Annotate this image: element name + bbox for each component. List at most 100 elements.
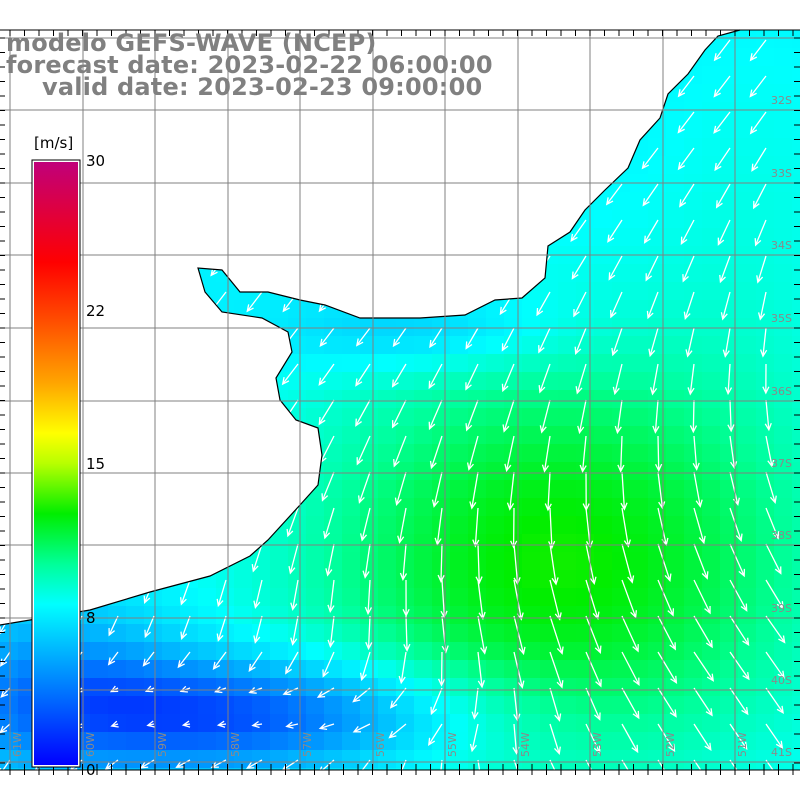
wind-cell — [720, 588, 738, 606]
wind-cell — [486, 480, 504, 498]
wind-arrow — [102, 399, 119, 421]
wind-cell — [360, 300, 378, 318]
wind-cell — [216, 606, 234, 624]
wind-cell — [270, 480, 288, 498]
wind-arrow — [571, 255, 587, 280]
wind-cell — [522, 552, 540, 570]
wind-cell — [0, 768, 18, 770]
wind-arrow — [501, 327, 515, 352]
wind-cell — [198, 282, 216, 300]
wind-cell — [108, 282, 126, 300]
wind-cell — [720, 750, 738, 768]
wind-cell — [378, 156, 396, 174]
wind-cell — [450, 318, 468, 336]
wind-arrow — [729, 723, 748, 750]
wind-cell — [0, 552, 18, 570]
wind-cell — [216, 336, 234, 354]
wind-cell — [378, 372, 396, 390]
wind-cell — [234, 120, 252, 138]
wind-cell — [198, 138, 216, 156]
wind-cell — [396, 624, 414, 642]
wind-arrow — [751, 147, 767, 172]
wind-cell — [468, 318, 486, 336]
wind-cell — [612, 732, 630, 750]
wind-cell — [144, 534, 162, 552]
wind-arrow — [174, 291, 191, 313]
wind-cell — [504, 696, 522, 714]
lon-label: 52W — [664, 732, 677, 757]
wind-cell — [738, 282, 756, 300]
wind-cell — [126, 372, 144, 390]
wind-arrow — [215, 543, 227, 571]
wind-cell — [774, 264, 792, 282]
wind-cell — [702, 534, 720, 552]
wind-cell — [756, 120, 774, 138]
wind-cell — [414, 120, 432, 138]
wind-cell — [342, 390, 360, 408]
wind-cell — [486, 552, 504, 570]
wind-cell — [234, 318, 252, 336]
wind-cell — [288, 300, 306, 318]
wind-cell — [180, 372, 198, 390]
wind-cell — [144, 678, 162, 696]
wind-arrow — [139, 759, 155, 769]
wind-cell — [360, 768, 378, 770]
wind-cell — [270, 156, 288, 174]
wind-cell — [126, 102, 144, 120]
wind-cell — [144, 192, 162, 210]
wind-arrow — [393, 435, 407, 468]
wind-cell — [126, 570, 144, 588]
wind-cell — [612, 426, 630, 444]
wind-cell — [468, 444, 486, 462]
wind-cell — [540, 768, 558, 770]
wind-cell — [738, 588, 756, 606]
wind-cell — [702, 210, 720, 228]
wind-cell — [720, 678, 738, 696]
wind-cell — [360, 696, 378, 714]
wind-cell — [504, 516, 522, 534]
wind-cell — [540, 390, 558, 408]
wind-arrow — [643, 219, 659, 244]
wind-cell — [396, 282, 414, 300]
wind-arrow — [497, 219, 515, 242]
wind-arrow — [174, 363, 191, 385]
wind-arrow — [175, 759, 191, 768]
wind-cell — [252, 156, 270, 174]
wind-cell — [648, 714, 666, 732]
wind-cell — [612, 552, 630, 570]
lon-label: 59W — [156, 732, 169, 757]
wind-arrow — [574, 327, 587, 356]
wind-cell — [414, 372, 432, 390]
wind-cell — [666, 408, 684, 426]
wind-cell — [450, 264, 468, 282]
wind-cell — [306, 606, 324, 624]
wind-cell — [306, 678, 324, 696]
wind-cell — [342, 732, 360, 750]
wind-arrow — [397, 507, 407, 544]
wind-arrow — [210, 435, 227, 459]
wind-cell — [432, 192, 450, 210]
wind-cell — [630, 624, 648, 642]
wind-arrow — [426, 147, 443, 169]
wind-cell — [90, 336, 108, 354]
wind-cell — [756, 84, 774, 102]
wind-cell — [630, 408, 648, 426]
wind-cell — [558, 444, 576, 462]
wind-cell — [342, 660, 360, 678]
wind-arrow — [0, 399, 11, 421]
wind-cell — [144, 318, 162, 336]
wind-arrow — [657, 759, 675, 770]
wind-cell — [0, 408, 18, 426]
wind-cell — [126, 138, 144, 156]
wind-cell — [288, 516, 306, 534]
wind-cell — [162, 768, 180, 770]
wind-cell — [108, 156, 126, 174]
wind-cell — [702, 678, 720, 696]
wind-cell — [216, 192, 234, 210]
wind-cell — [0, 84, 18, 102]
wind-cell — [720, 714, 738, 732]
model-title: modelo GEFS-WAVE (NCEP) — [6, 29, 377, 57]
wind-cell — [558, 156, 576, 174]
wind-cell — [234, 606, 252, 624]
wind-arrow — [513, 615, 526, 656]
